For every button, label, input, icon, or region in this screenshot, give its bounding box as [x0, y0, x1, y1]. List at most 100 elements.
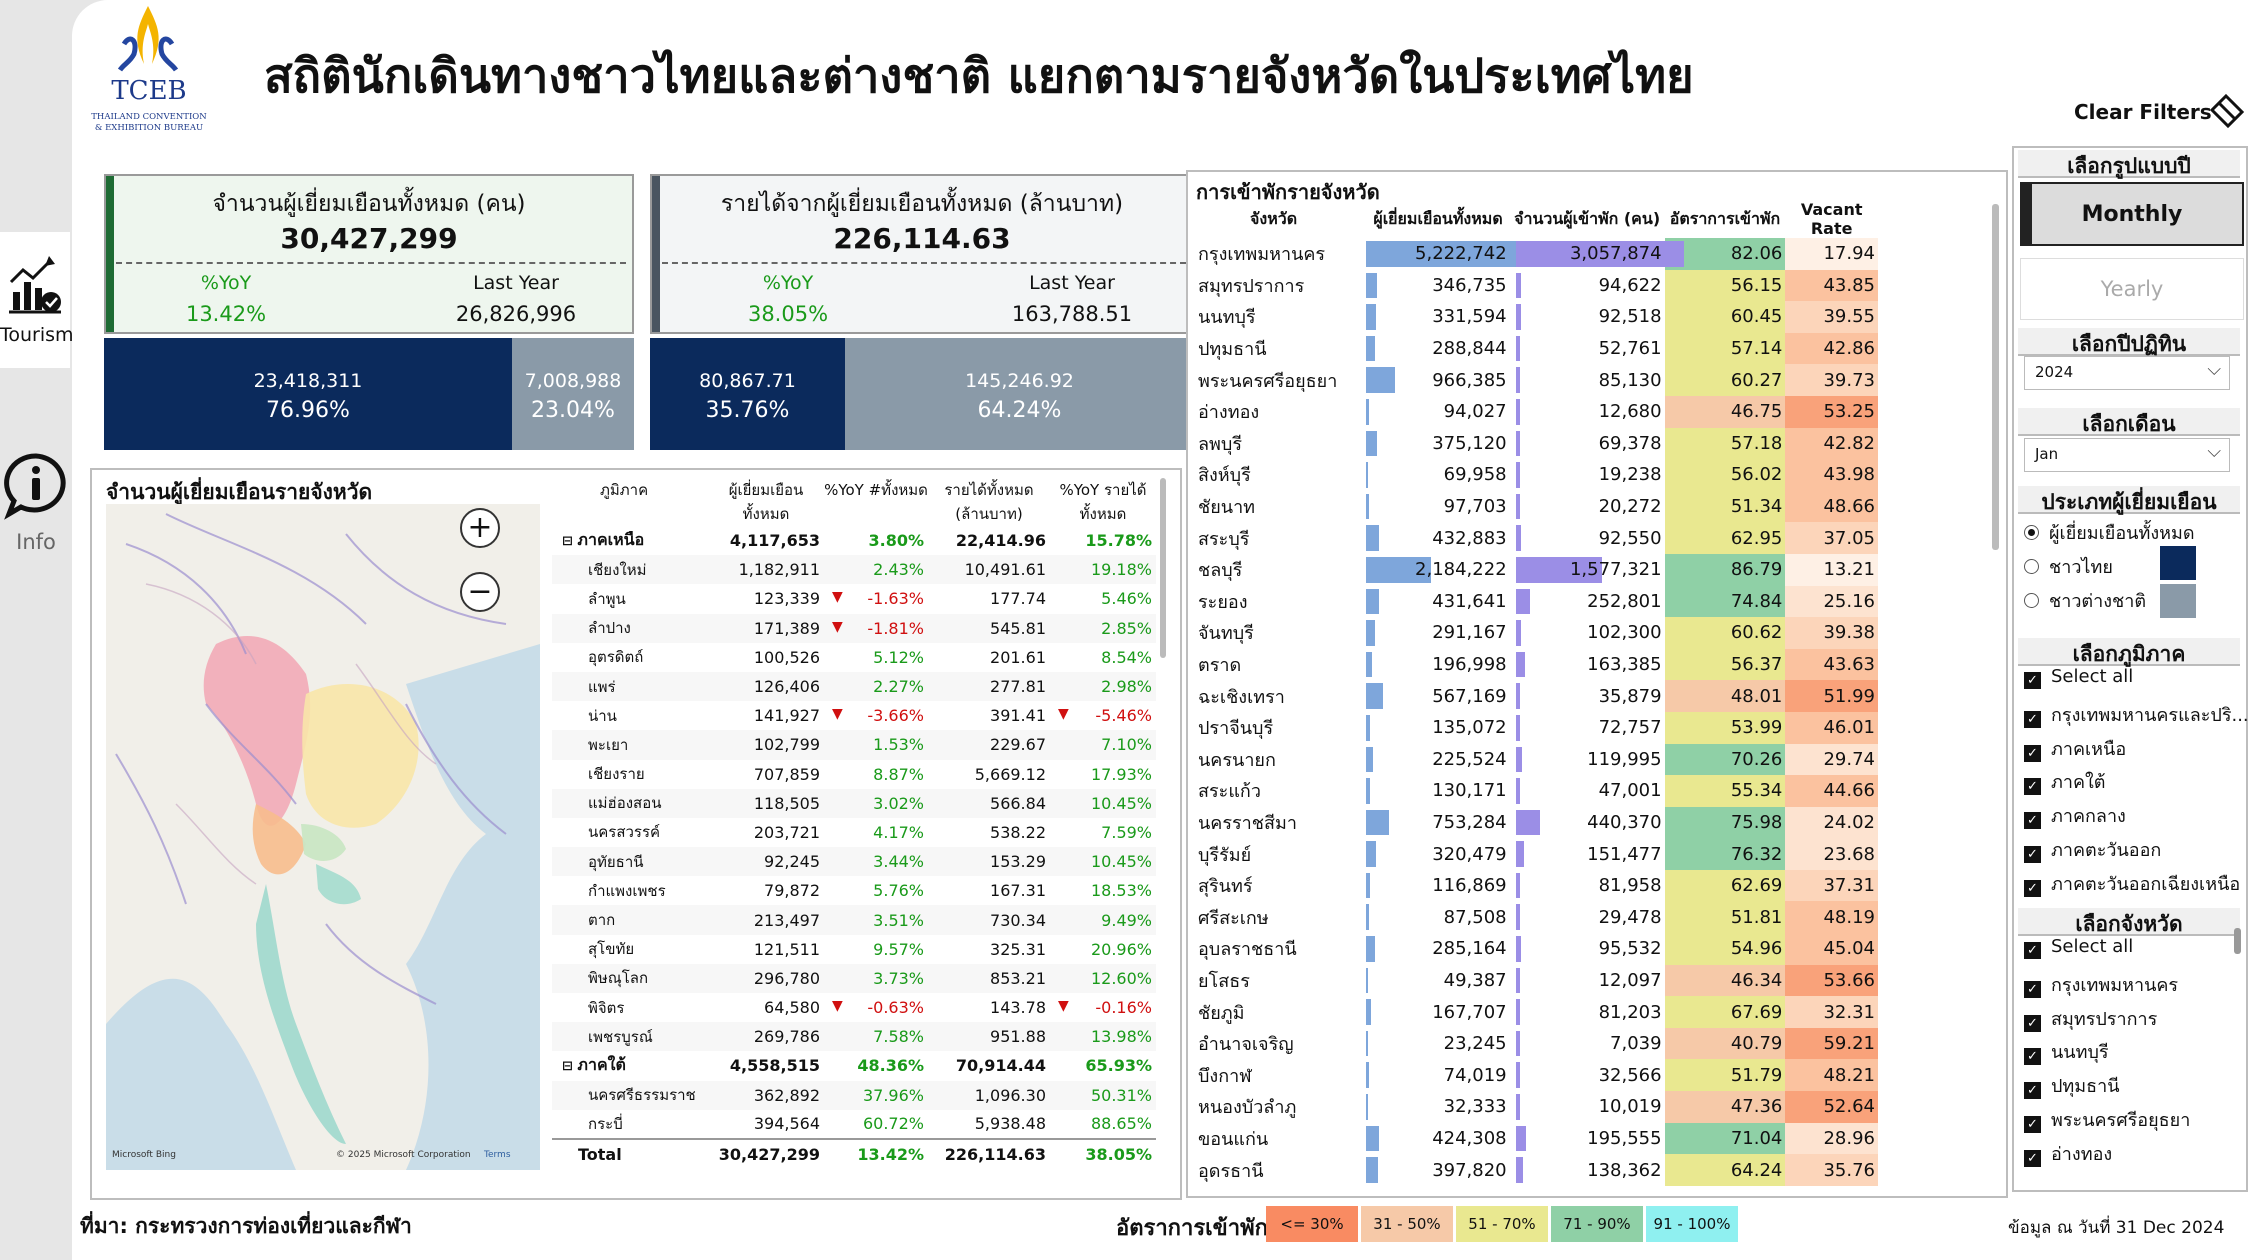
province-row[interactable]: ลำปาง 171,389 ▼ -1.81% 545.81 2.85% — [552, 613, 1156, 643]
occupancy-row[interactable]: สระบุรี 432,883 92,550 62.95 37.05 — [1190, 522, 1878, 554]
occ-col-vacant[interactable]: Vacant Rate — [1800, 200, 1863, 238]
province-row[interactable]: นครสวรรค์ 203,721 4.17% 538.22 7.59% — [552, 818, 1156, 847]
thailand-map[interactable]: Microsoft Bing © 2025 Microsoft Corporat… — [106, 504, 540, 1170]
col-revenue[interactable]: รายได้ทั้งหมด (ล้านบาท) — [944, 481, 1034, 523]
province-row[interactable]: สุโขทัย 121,511 9.57% 325.31 20.96% — [552, 935, 1156, 964]
occupancy-row[interactable]: ชลบุรี 2,184,222 1,577,321 86.79 13.21 — [1190, 553, 1878, 586]
province-option[interactable]: ✓ อ่างทอง — [2024, 1139, 2112, 1168]
region-option[interactable]: ✓ ภาคกลาง — [2024, 801, 2126, 830]
visitors-bar-cell: 331,594 — [1366, 301, 1509, 333]
visitors-foreign-segment[interactable]: 7,008,988 23.04% — [512, 338, 634, 450]
occupancy-row[interactable]: สิงห์บุรี 69,958 19,238 56.02 43.98 — [1190, 459, 1878, 491]
occupancy-row[interactable]: ปทุมธานี 288,844 52,761 57.14 42.86 — [1190, 332, 1878, 365]
occupancy-row[interactable]: สมุทรปราการ 346,735 94,622 56.15 43.85 — [1190, 269, 1878, 302]
province-row[interactable]: ลำพูน 123,339 ▼ -1.63% 177.74 5.46% — [552, 584, 1156, 613]
province-option[interactable]: ✓ กรุงเทพมหานคร — [2024, 970, 2178, 999]
revenue-thai-segment[interactable]: 80,867.71 35.76% — [650, 338, 845, 450]
occupancy-row[interactable]: ชัยนาท 97,703 20,272 51.34 48.66 — [1190, 490, 1878, 523]
occupancy-row[interactable]: จันทบุรี 291,167 102,300 60.62 39.38 — [1190, 617, 1878, 649]
visitors-cell: 394,564 — [753, 1114, 820, 1134]
zoom-out-button[interactable]: − — [460, 572, 500, 612]
clear-filters-button[interactable]: Clear Filters — [2070, 93, 2246, 132]
occupancy-row[interactable]: สระแก้ว 130,171 47,001 55.34 44.66 — [1190, 775, 1878, 807]
province-option[interactable]: ✓ พระนครศรีอยุธยา — [2024, 1105, 2190, 1134]
occupancy-row[interactable]: ปราจีนบุรี 135,072 72,757 53.99 46.01 — [1190, 711, 1878, 744]
occupancy-row[interactable]: นครนายก 225,524 119,995 70.26 29.74 — [1190, 743, 1878, 776]
province-row[interactable]: เชียงใหม่ 1,182,911 2.43% 10,491.61 19.18% — [552, 555, 1156, 585]
occupancy-row[interactable]: อุดรธานี 397,820 138,362 64.24 35.76 — [1190, 1154, 1878, 1186]
occ-col-occ-rate[interactable]: อัตราการเข้าพัก — [1669, 208, 1781, 228]
occupancy-row[interactable]: ชัยภูมิ 167,707 81,203 67.69 32.31 — [1190, 996, 1878, 1028]
province-option[interactable]: ✓ สมุทรปราการ — [2024, 1004, 2157, 1033]
col-visitors[interactable]: ผู้เยี่ยมเยือน ทั้งหมด — [728, 481, 804, 523]
region-option[interactable]: ✓ ภาคเหนือ — [2024, 734, 2126, 763]
occupancy-row[interactable]: ลพบุรี 375,120 69,378 57.18 42.82 — [1190, 427, 1878, 460]
region-row[interactable]: ⊟ ภาคเหนือ 4,117,653 3.80% 22,414.96 15.78% — [552, 526, 1156, 555]
prov-table-scrollbar[interactable] — [1160, 478, 1166, 658]
revenue-foreign-segment[interactable]: 145,246.92 64.24% — [845, 338, 1194, 450]
occupancy-row[interactable]: หนองบัวลำภู 32,333 10,019 47.36 52.64 — [1190, 1091, 1878, 1123]
occupancy-row[interactable]: อ่างทอง 94,027 12,680 46.75 53.25 — [1190, 395, 1878, 428]
province-row[interactable]: กำแพงเพชร 79,872 5.76% 167.31 18.53% — [552, 876, 1156, 905]
col-region[interactable]: ภูมิภาค — [600, 481, 649, 499]
monthly-button[interactable]: Monthly — [2020, 182, 2244, 246]
visitor-type-all[interactable]: ผู้เยี่ยมเยือนทั้งหมด — [2024, 518, 2195, 547]
occ-col-guests[interactable]: จำนวนผู้เข้าพัก (คน) — [1514, 208, 1661, 228]
year-dropdown[interactable]: 2024 ⌵ — [2024, 356, 2230, 390]
province-row[interactable]: พะเยา 102,799 1.53% 229.67 7.10% — [552, 730, 1156, 760]
region-option[interactable]: ✓ Select all — [2024, 666, 2133, 689]
nav-tourism[interactable]: Tourism — [0, 232, 74, 368]
occ-table-scrollbar[interactable] — [1992, 204, 1999, 550]
province-row[interactable]: กระบี่ 394,564 60.72% 5,938.48 88.65% — [552, 1110, 1156, 1139]
yearly-button[interactable]: Yearly — [2020, 258, 2244, 320]
region-option[interactable]: ✓ ภาคใต้ — [2024, 767, 2106, 796]
region-option[interactable]: ✓ ภาคตะวันออก — [2024, 835, 2161, 864]
occupancy-row[interactable]: ระยอง 431,641 252,801 74.84 25.16 — [1190, 585, 1878, 618]
occupancy-row[interactable]: ฉะเชิงเทรา 567,169 35,879 48.01 51.99 — [1190, 680, 1878, 712]
month-dropdown[interactable]: Jan ⌵ — [2024, 438, 2230, 472]
region-option[interactable]: ✓ ภาคตะวันออกเฉียงเหนือ — [2024, 869, 2240, 898]
occupancy-row[interactable]: บึงกาฬ 74,019 32,566 51.79 48.21 — [1190, 1059, 1878, 1092]
province-option[interactable]: ✓ Select all — [2024, 936, 2133, 959]
collapse-icon[interactable]: ⊟ — [562, 1059, 578, 1075]
province-row[interactable]: พิจิตร 64,580 ▼ -0.63% 143.78 ▼ -0.16% — [552, 993, 1156, 1022]
map-terms-link[interactable]: Terms — [484, 1150, 511, 1160]
visitor-type-thai[interactable]: ชาวไทย — [2024, 552, 2113, 581]
zoom-in-button[interactable]: + — [460, 508, 500, 548]
province-row[interactable]: อุทัยธานี 92,245 3.44% 153.29 10.45% — [552, 847, 1156, 877]
occupancy-row[interactable]: บุรีรัมย์ 320,479 151,477 76.32 23.68 — [1190, 838, 1878, 870]
occupancy-row[interactable]: นนทบุรี 331,594 92,518 60.45 39.55 — [1190, 301, 1878, 333]
province-row[interactable]: นครศรีธรรมราช 362,892 37.96% 1,096.30 50.31% — [552, 1080, 1156, 1110]
occupancy-row[interactable]: อุบลราชธานี 285,164 95,532 54.96 45.04 — [1190, 933, 1878, 965]
province-row[interactable]: น่าน 141,927 ▼ -3.66% 391.41 ▼ -5.46% — [552, 701, 1156, 730]
province-list-scrollbar[interactable] — [2234, 928, 2241, 954]
occupancy-row[interactable]: อำนาจเจริญ 23,245 7,039 40.79 59.21 — [1190, 1027, 1878, 1060]
yoy-cell: 7.58% — [873, 1027, 924, 1047]
occupancy-row[interactable]: พระนครศรีอยุธยา 966,385 85,130 60.27 39.73 — [1190, 364, 1878, 396]
province-row[interactable]: ตาก 213,497 3.51% 730.34 9.49% — [552, 905, 1156, 935]
occupancy-row[interactable]: กรุงเทพมหานคร 5,222,742 3,057,874 82.06 17.9… — [1190, 238, 1878, 270]
occupancy-row[interactable]: ยโสธร 49,387 12,097 46.34 53.66 — [1190, 964, 1878, 997]
occupancy-row[interactable]: ศรีสะเกษ 87,508 29,478 51.81 48.19 — [1190, 901, 1878, 934]
occupancy-row[interactable]: ขอนแก่น 424,308 195,555 71.04 28.96 — [1190, 1122, 1878, 1155]
province-row[interactable]: เพชรบูรณ์ 269,786 7.58% 951.88 13.98% — [552, 1022, 1156, 1052]
occupancy-row[interactable]: นครราชสีมา 753,284 440,370 75.98 24.02 — [1190, 806, 1878, 839]
occ-col-visitors[interactable]: ผู้เยี่ยมเยือนทั้งหมด — [1373, 208, 1503, 228]
col-rev-yoy[interactable]: %YoY รายได้ ทั้งหมด — [1059, 481, 1147, 523]
region-option[interactable]: ✓ กรุงเทพมหานครและปริ... — [2024, 700, 2249, 729]
region-row[interactable]: ⊟ ภาคใต้ 4,558,515 48.36% 70,914.44 65.93% — [552, 1051, 1156, 1080]
province-row[interactable]: เชียงราย 707,859 8.87% 5,669.12 17.93% — [552, 760, 1156, 789]
occupancy-row[interactable]: สุรินทร์ 116,869 81,958 62.69 37.31 — [1190, 869, 1878, 902]
visitor-type-foreign[interactable]: ชาวต่างชาติ — [2024, 586, 2146, 615]
province-row[interactable]: แม่ฮ่องสอน 118,505 3.02% 566.84 10.45% — [552, 788, 1156, 818]
province-option[interactable]: ✓ ปทุมธานี — [2024, 1071, 2120, 1100]
visitors-thai-segment[interactable]: 23,418,311 76.96% — [104, 338, 512, 450]
occ-col-province[interactable]: จังหวัด — [1250, 208, 1298, 228]
col-yoy[interactable]: %YoY #ทั้งหมด — [824, 481, 928, 499]
province-option[interactable]: ✓ นนทบุรี — [2024, 1037, 2109, 1066]
occupancy-row[interactable]: ตราด 196,998 163,385 56.37 43.63 — [1190, 648, 1878, 681]
province-row[interactable]: แพร่ 126,406 2.27% 277.81 2.98% — [552, 671, 1156, 702]
province-row[interactable]: พิษณุโลก 296,780 3.73% 853.21 12.60% — [552, 963, 1156, 993]
province-row[interactable]: อุตรดิตถ์ 100,526 5.12% 201.61 8.54% — [552, 643, 1156, 672]
collapse-icon[interactable]: ⊟ — [562, 534, 578, 550]
